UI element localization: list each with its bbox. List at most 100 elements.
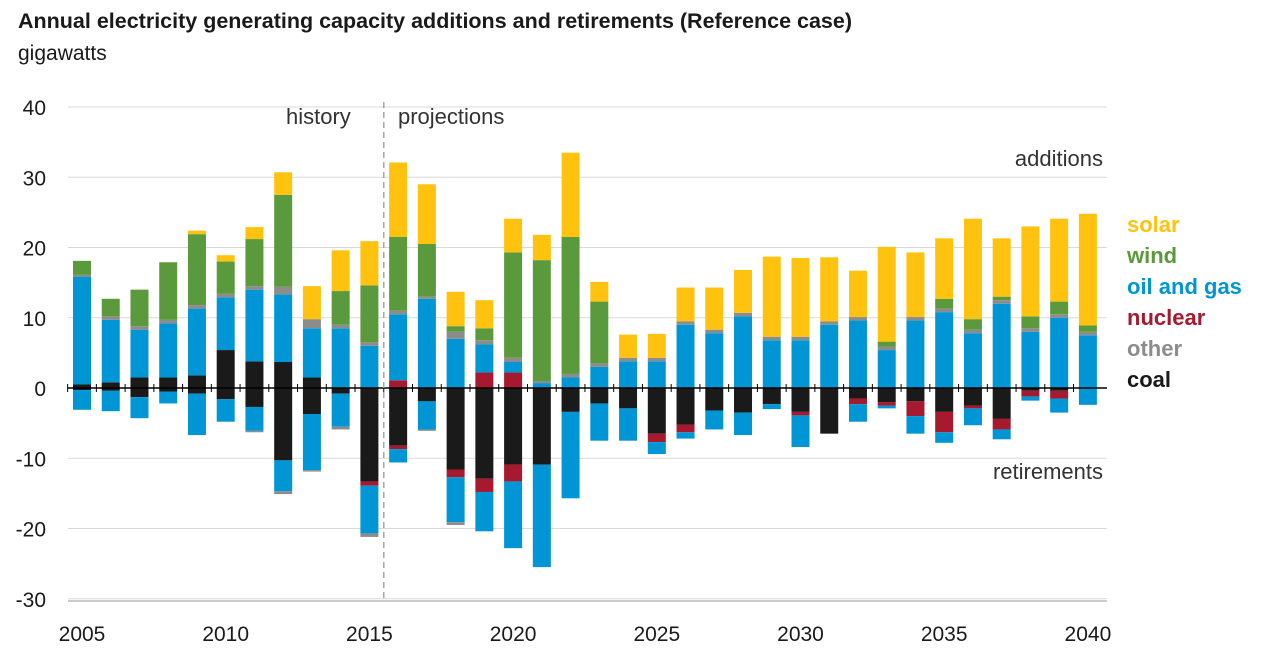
bar-wind-addition-2005 <box>73 260 91 275</box>
bar-solar-addition-2020 <box>504 218 523 253</box>
bar-coal-retirement-2038 <box>1021 388 1040 391</box>
bar-oil-gas-retirement-2015 <box>360 485 379 534</box>
bar-solar-addition-2038 <box>1021 226 1040 317</box>
y-tick-label: -10 <box>16 448 46 471</box>
bar-other-addition-2030 <box>791 336 810 341</box>
bar-nuclear-retirement-2015 <box>360 481 379 486</box>
annotation-retirements: retirements <box>993 459 1103 484</box>
bar-other-retirement-2015 <box>360 533 379 537</box>
bar-coal-addition-2010 <box>216 350 235 388</box>
bar-nuclear-retirement-2035 <box>935 411 954 433</box>
bar-coal-retirement-2006 <box>101 388 120 391</box>
x-tick-label: 2025 <box>633 623 680 646</box>
bar-coal-retirement-2034 <box>906 388 925 402</box>
bar-oil-gas-retirement-2023 <box>590 403 609 441</box>
x-tick-label: 2005 <box>59 623 106 646</box>
bar-nuclear-retirement-2025 <box>647 433 666 443</box>
gridlines <box>68 106 1107 600</box>
bar-solar-addition-2017 <box>417 184 436 244</box>
bar-oil-gas-addition-2029 <box>762 340 781 388</box>
bar-other-addition-2019 <box>475 340 494 345</box>
bar-other-retirement-2013 <box>302 470 321 472</box>
bar-wind-addition-2022 <box>561 236 580 374</box>
bar-oil-gas-retirement-2037 <box>992 429 1011 440</box>
bar-oil-gas-addition-2017 <box>417 298 436 388</box>
annotation-additions: additions <box>1015 146 1103 171</box>
bar-nuclear-addition-2020 <box>504 372 523 388</box>
bar-other-addition-2017 <box>417 296 436 299</box>
bar-other-addition-2020 <box>504 357 523 362</box>
bar-oil-gas-addition-2008 <box>159 323 178 378</box>
bar-solar-addition-2028 <box>734 269 753 313</box>
y-tick-label: -30 <box>16 589 46 612</box>
x-tick-label: 2035 <box>921 623 968 646</box>
bar-other-addition-2013 <box>302 319 321 329</box>
bar-solar-addition-2019 <box>475 300 494 329</box>
bar-oil-gas-addition-2040 <box>1078 335 1097 388</box>
bar-oil-gas-retirement-2010 <box>216 399 235 422</box>
y-tick-label: 20 <box>23 238 46 261</box>
legend-item-oil-gas: oil and gas <box>1127 274 1242 299</box>
bar-solar-addition-2021 <box>532 234 551 261</box>
legend-item-wind: wind <box>1126 243 1177 268</box>
bar-wind-addition-2011 <box>245 239 264 287</box>
bar-oil-gas-retirement-2016 <box>389 449 408 463</box>
bar-coal-addition-2007 <box>130 377 149 388</box>
bar-other-addition-2006 <box>101 316 120 320</box>
bar-coal-retirement-2011 <box>245 388 264 407</box>
bar-oil-gas-retirement-2030 <box>791 415 810 448</box>
bar-oil-gas-addition-2036 <box>963 333 982 388</box>
y-tick-label: -20 <box>16 519 46 542</box>
bar-other-addition-2005 <box>73 274 91 278</box>
bar-oil-gas-addition-2016 <box>389 314 408 381</box>
bar-coal-retirement-2020 <box>504 388 523 465</box>
bar-coal-addition-2006 <box>101 382 120 388</box>
bar-other-addition-2011 <box>245 286 264 290</box>
bar-other-addition-2036 <box>963 329 982 334</box>
bar-solar-addition-2036 <box>963 218 982 320</box>
bar-oil-gas-addition-2018 <box>446 338 465 388</box>
bar-solar-addition-2015 <box>360 241 379 286</box>
x-tick-label: 2010 <box>202 623 249 646</box>
bar-coal-retirement-2007 <box>130 388 149 398</box>
bar-other-addition-2034 <box>906 317 925 321</box>
x-tick-label: 2015 <box>346 623 393 646</box>
bar-solar-addition-2012 <box>274 172 293 195</box>
bar-solar-addition-2029 <box>762 256 781 337</box>
bar-oil-gas-addition-2005 <box>73 277 91 385</box>
bar-other-addition-2032 <box>848 317 867 321</box>
bar-oil-gas-addition-2025 <box>647 361 666 388</box>
bar-oil-gas-addition-2030 <box>791 340 810 388</box>
bar-coal-retirement-2017 <box>417 388 436 402</box>
bar-wind-addition-2039 <box>1050 301 1069 315</box>
bar-other-addition-2028 <box>734 312 753 317</box>
bar-other-addition-2033 <box>877 346 896 351</box>
bar-oil-gas-retirement-2013 <box>302 413 321 471</box>
bar-other-addition-2038 <box>1021 328 1040 332</box>
bar-coal-retirement-2012 <box>274 388 293 461</box>
bar-solar-addition-2035 <box>935 238 954 299</box>
bar-oil-gas-addition-2038 <box>1021 331 1040 388</box>
y-tick-label: 0 <box>34 378 46 401</box>
bar-wind-addition-2015 <box>360 285 379 343</box>
bar-solar-addition-2039 <box>1050 218 1069 302</box>
bar-oil-gas-retirement-2035 <box>935 432 954 443</box>
bar-other-retirement-2012 <box>274 491 293 495</box>
bar-nuclear-retirement-2039 <box>1050 390 1069 399</box>
bar-wind-addition-2012 <box>274 194 293 287</box>
bar-solar-addition-2009 <box>187 230 206 235</box>
bar-coal-addition-2005 <box>73 384 91 388</box>
bar-oil-gas-retirement-2018 <box>446 477 465 523</box>
bar-coal-retirement-2031 <box>820 388 839 434</box>
bar-coal-retirement-2014 <box>331 388 350 394</box>
bar-oil-gas-addition-2033 <box>877 350 896 388</box>
bar-oil-gas-retirement-2021 <box>532 464 551 568</box>
bar-wind-addition-2038 <box>1021 316 1040 329</box>
x-tick-label: 2030 <box>777 623 824 646</box>
bar-coal-addition-2011 <box>245 361 264 388</box>
bar-nuclear-addition-2019 <box>475 372 494 388</box>
legend-item-coal: coal <box>1127 367 1171 392</box>
bar-coal-retirement-2010 <box>216 388 235 400</box>
bar-coal-retirement-2025 <box>647 388 666 434</box>
bar-coal-retirement-2021 <box>532 388 551 465</box>
